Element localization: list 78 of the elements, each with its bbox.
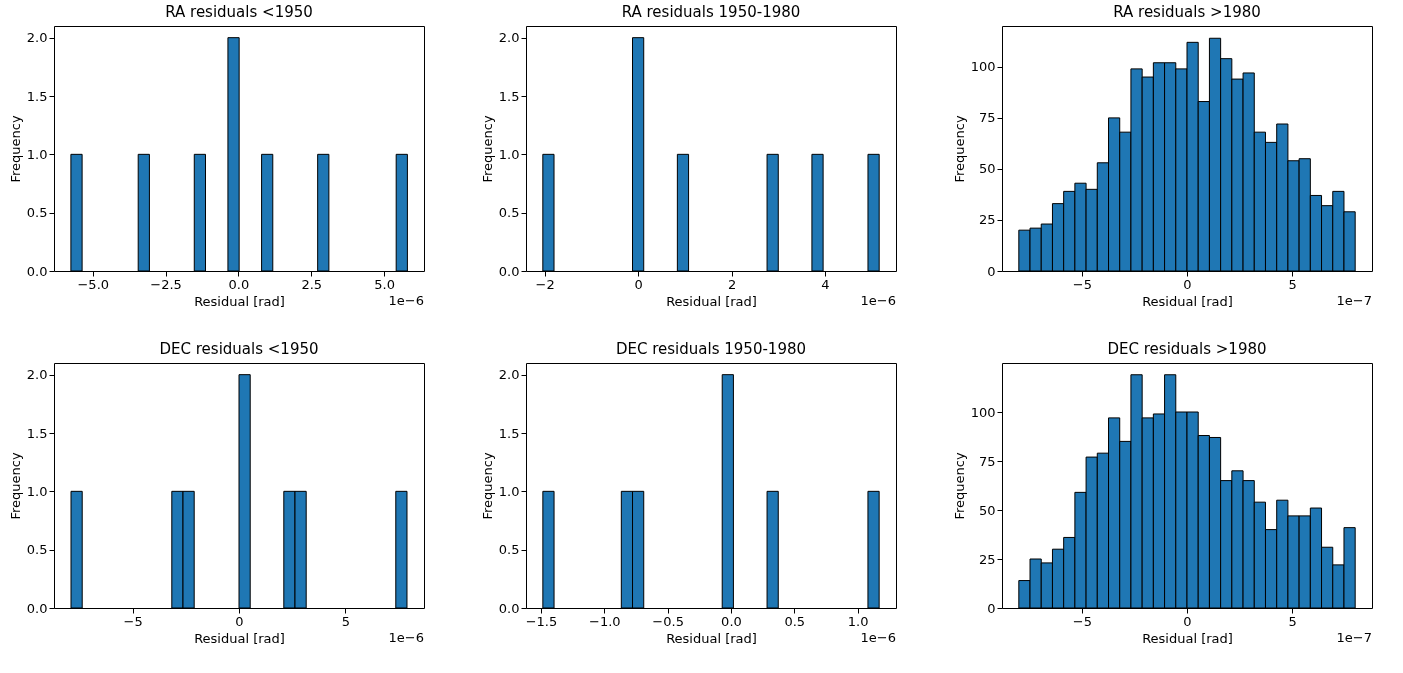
y-tick-label: 0 bbox=[987, 263, 996, 279]
x-tick-label: 5 bbox=[1288, 276, 1297, 292]
chart-title: RA residuals <1950 bbox=[165, 3, 313, 21]
x-tick-label: −2 bbox=[535, 276, 555, 292]
y-tick-label: 50 bbox=[978, 161, 996, 177]
x-tick-label: −0.5 bbox=[652, 613, 684, 629]
x-tick-label: 0 bbox=[634, 276, 643, 292]
x-tick-label: 5 bbox=[1288, 613, 1297, 629]
x-axis-title: Residual [rad] bbox=[666, 630, 757, 646]
chart-title: RA residuals >1980 bbox=[1113, 3, 1261, 21]
y-axis-title: Frequency bbox=[951, 115, 967, 183]
y-tick-label: 1.5 bbox=[498, 88, 520, 104]
y-tick-label: 0.0 bbox=[498, 600, 520, 616]
y-tick-label: 0.5 bbox=[26, 542, 48, 558]
y-tick-label: 50 bbox=[978, 502, 996, 518]
y-tick-label: 1.0 bbox=[26, 483, 48, 499]
x-tick-label: −1.5 bbox=[525, 613, 558, 629]
x-tick-label: 5 bbox=[341, 613, 350, 629]
text: 1e−7 bbox=[1336, 630, 1372, 645]
y-axis-title: Frequency bbox=[7, 452, 23, 520]
y-tick-label: 0 bbox=[987, 600, 996, 616]
x-axis-title: Residual [rad] bbox=[1142, 630, 1233, 646]
x-tick-label: 5.0 bbox=[374, 276, 395, 292]
text: 1e−6 bbox=[388, 630, 424, 645]
y-tick-label: 1.5 bbox=[26, 88, 48, 104]
x-tick-label: −1.0 bbox=[588, 613, 621, 629]
y-tick-label: 2.0 bbox=[26, 367, 48, 383]
x-tick-label: 2.5 bbox=[301, 276, 323, 292]
x-axis-title: Residual [rad] bbox=[666, 293, 757, 309]
y-axis-title: Frequency bbox=[7, 115, 23, 183]
y-tick-label: 2.0 bbox=[498, 367, 520, 383]
x-tick-label: 0.0 bbox=[228, 276, 250, 292]
x-tick-label: 1.0 bbox=[847, 613, 869, 629]
y-tick-label: 2.0 bbox=[498, 30, 520, 46]
y-tick-label: 0.0 bbox=[26, 600, 48, 616]
y-tick-label: 100 bbox=[970, 59, 996, 75]
y-tick-label: 100 bbox=[970, 404, 996, 420]
x-axis-title: Residual [rad] bbox=[194, 630, 285, 646]
y-tick-label: 0.5 bbox=[26, 205, 48, 221]
y-axis-title: Frequency bbox=[951, 452, 967, 520]
y-tick-label: 1.0 bbox=[498, 146, 520, 162]
x-tick-label: −5 bbox=[1072, 276, 1092, 292]
y-tick-label: 1.0 bbox=[26, 146, 48, 162]
y-tick-label: 1.5 bbox=[26, 425, 48, 441]
y-tick-label: 0.5 bbox=[498, 542, 520, 558]
y-tick-label: 0.5 bbox=[498, 205, 520, 221]
x-tick-label: 2 bbox=[727, 276, 737, 292]
y-axis-title: Frequency bbox=[479, 115, 495, 183]
y-tick-label: 75 bbox=[978, 453, 996, 469]
y-tick-label: 75 bbox=[978, 110, 996, 126]
x-tick-label: −5.0 bbox=[77, 276, 110, 292]
x-tick-label: 0 bbox=[235, 613, 244, 629]
y-tick-label: 1.0 bbox=[498, 483, 520, 499]
x-tick-label: 0.0 bbox=[721, 613, 742, 629]
text: 1e−6 bbox=[860, 630, 896, 645]
chart-title: RA residuals 1950-1980 bbox=[621, 3, 801, 21]
y-tick-label: 0.0 bbox=[498, 263, 520, 279]
y-tick-label: 25 bbox=[978, 551, 996, 567]
chart-title: DEC residuals >1980 bbox=[1107, 340, 1267, 358]
y-axis-title: Frequency bbox=[479, 452, 495, 520]
x-tick-label: 0.5 bbox=[784, 613, 806, 629]
x-tick-label: −5 bbox=[123, 613, 143, 629]
x-tick-label: 4 bbox=[821, 276, 830, 292]
x-tick-label: 0 bbox=[1183, 613, 1192, 629]
chart-title: DEC residuals 1950-1980 bbox=[615, 340, 807, 358]
x-axis-title: Residual [rad] bbox=[1142, 293, 1233, 309]
text: 1e−7 bbox=[1336, 293, 1372, 308]
x-tick-label: −2.5 bbox=[150, 276, 182, 292]
text: 1e−6 bbox=[860, 293, 896, 308]
y-tick-label: 0.0 bbox=[26, 263, 48, 279]
y-tick-label: 2.0 bbox=[26, 30, 48, 46]
x-tick-label: 0 bbox=[1183, 276, 1192, 292]
x-axis-title: Residual [rad] bbox=[194, 293, 285, 309]
y-tick-label: 25 bbox=[978, 212, 996, 228]
text: 1e−6 bbox=[388, 293, 424, 308]
chart-title: DEC residuals <1950 bbox=[159, 340, 319, 358]
x-tick-label: −5 bbox=[1072, 613, 1092, 629]
y-tick-label: 1.5 bbox=[498, 425, 520, 441]
